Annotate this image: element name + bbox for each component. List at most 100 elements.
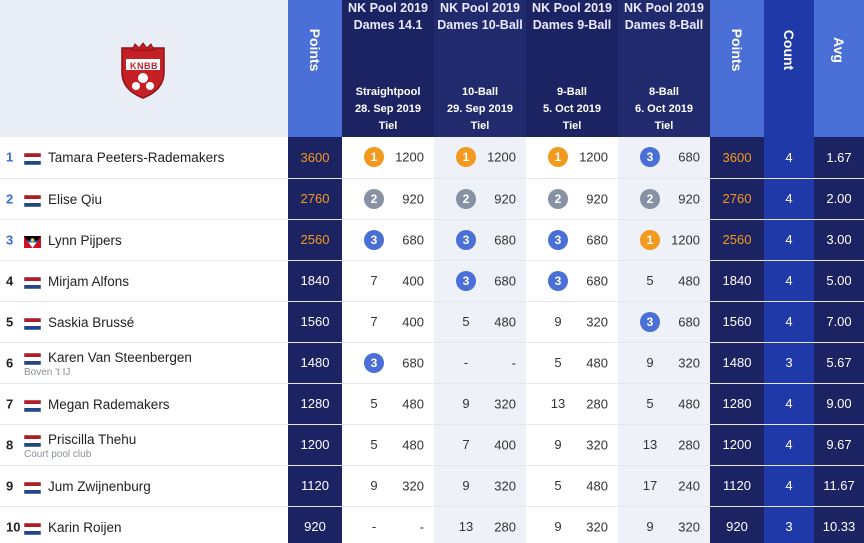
points-total-header[interactable]: Points [710, 0, 764, 137]
event-result-cell[interactable]: 1 1200 [618, 219, 710, 260]
table-row[interactable]: 1 Tamara Peeters-Rademakers 3600 1 1200 1 1200… [0, 137, 864, 178]
player-cell[interactable]: 7 Megan Rademakers [0, 383, 288, 424]
event-result-cell[interactable]: 5 480 [342, 383, 434, 424]
event-result-cell[interactable]: 9 320 [434, 383, 526, 424]
event-result-cell[interactable]: 5 480 [342, 424, 434, 465]
event-result-cell[interactable]: 5 480 [618, 383, 710, 424]
rank-number: 5 [6, 314, 14, 329]
count-cell: 4 [764, 260, 814, 301]
event-result-cell[interactable]: -- [342, 506, 434, 543]
event-result-cell[interactable]: 1 1200 [526, 137, 618, 178]
points-header[interactable]: Points [288, 0, 342, 137]
player-cell[interactable]: 10 Karin Roijen [0, 506, 288, 543]
count-header[interactable]: Count [764, 0, 814, 137]
event-points: 680 [678, 314, 700, 329]
event-result-cell[interactable]: 3 680 [526, 260, 618, 301]
event-result-cell[interactable]: 13 280 [618, 424, 710, 465]
event-result-cell[interactable]: 7 400 [342, 260, 434, 301]
ranking-body: 1 Tamara Peeters-Rademakers 3600 1 1200 1 1200… [0, 137, 864, 543]
event-result-cell[interactable]: 17 240 [618, 465, 710, 506]
player-cell[interactable]: 4 Mirjam Alfons [0, 260, 288, 301]
player-name[interactable]: Tamara Peeters-Rademakers [48, 150, 225, 165]
player-name[interactable]: Saskia Brussé [48, 314, 135, 330]
table-row[interactable]: 4 Mirjam Alfons 1840 7 400 3 680 3 680 5 480 1840 4 5… [0, 260, 864, 301]
event-date: 29. Sep 2019 [446, 103, 514, 115]
player-name[interactable]: Elise Qiu [48, 191, 103, 207]
player-cell[interactable]: 1 Tamara Peeters-Rademakers [0, 137, 288, 178]
player-name[interactable]: Priscilla Thehu [48, 431, 137, 447]
event-result-cell[interactable]: 9 320 [434, 465, 526, 506]
points-total-cell: 1560 [710, 301, 764, 342]
player-cell[interactable]: 3 Lynn Pijpers [0, 219, 288, 260]
player-name[interactable]: Karen Van Steenbergen [48, 349, 192, 365]
event-points: 480 [402, 437, 424, 452]
event-result-cell[interactable]: 3 680 [342, 219, 434, 260]
avg-header[interactable]: Avg [814, 0, 864, 137]
event-result-cell[interactable]: 3 680 [434, 260, 526, 301]
event-result-cell[interactable]: 2 920 [434, 178, 526, 219]
table-row[interactable]: 5 Saskia Brussé 1560 7 400 5 480 9 320 3 680 1560 4 7… [0, 301, 864, 342]
place-number: 13 [458, 518, 474, 534]
event-result-cell[interactable]: 9 320 [526, 506, 618, 543]
event-result-cell[interactable]: -- [434, 342, 526, 383]
points-total-cell: 1840 [710, 260, 764, 301]
event-result-cell[interactable]: 2 920 [618, 178, 710, 219]
player-name[interactable]: Jum Zwijnenburg [48, 478, 151, 494]
event-result-cell[interactable]: 9 320 [526, 424, 618, 465]
player-cell[interactable]: 2 Elise Qiu [0, 178, 288, 219]
table-row[interactable]: 10 Karin Roijen 920- -13 280 9 320 9 320 920 3 10.3… [0, 506, 864, 543]
event-header-1[interactable]: NK Pool 2019 Dames 14.1 Straightpool 28.… [342, 0, 434, 137]
event-result-cell[interactable]: 3 680 [434, 219, 526, 260]
table-row[interactable]: 3 Lynn Pijpers 2560 3 680 3 680 3 680 1 1200 2560 4 3… [0, 219, 864, 260]
event-result-cell[interactable]: 9 320 [618, 506, 710, 543]
player-name[interactable]: Mirjam Alfons [48, 273, 130, 289]
player-name[interactable]: Lynn Pijpers [48, 232, 122, 248]
event-result-cell[interactable]: 13 280 [434, 506, 526, 543]
event-details: 9-Ball 5. Oct 2019 Tiel [526, 84, 618, 135]
event-date: 5. Oct 2019 [542, 103, 602, 115]
event-header-4[interactable]: NK Pool 2019 Dames 8-Ball 8-Ball 6. Oct … [618, 0, 710, 137]
rank-number: 6 [6, 355, 14, 370]
event-result-cell[interactable]: 5 480 [526, 342, 618, 383]
table-row[interactable]: 6 Karen Van Steenbergen Boven 't IJ 1480 3 68… [0, 342, 864, 383]
event-result-cell[interactable]: 1 1200 [342, 137, 434, 178]
event-result-cell[interactable]: 3 680 [526, 219, 618, 260]
event-result-cell[interactable]: 9 320 [618, 342, 710, 383]
player-name[interactable]: Karin Roijen [48, 519, 122, 535]
event-result-cell[interactable]: 3 680 [342, 342, 434, 383]
event-details: 8-Ball 6. Oct 2019 Tiel [618, 84, 710, 135]
event-result-cell[interactable]: 13 280 [526, 383, 618, 424]
player-cell[interactable]: 5 Saskia Brussé [0, 301, 288, 342]
event-result-cell[interactable]: 3 680 [618, 137, 710, 178]
event-points: 400 [402, 314, 424, 329]
table-row[interactable]: 9 Jum Zwijnenburg 1120 9 320 9 320 5 480 17 240 112… [0, 465, 864, 506]
event-header-2[interactable]: NK Pool 2019 Dames 10-Ball 10-Ball 29. S… [434, 0, 526, 137]
event-result-cell[interactable]: 1 1200 [434, 137, 526, 178]
points-cell: 1480 [288, 342, 342, 383]
event-result-cell[interactable]: 3 680 [618, 301, 710, 342]
event-result-cell[interactable]: 5 480 [526, 465, 618, 506]
event-header-3[interactable]: NK Pool 2019 Dames 9-Ball 9-Ball 5. Oct … [526, 0, 618, 137]
player-name[interactable]: Megan Rademakers [48, 396, 170, 412]
event-result-cell[interactable]: 7 400 [434, 424, 526, 465]
event-result-cell[interactable]: 5 480 [434, 301, 526, 342]
player-cell[interactable]: 6 Karen Van Steenbergen Boven 't IJ [0, 342, 288, 383]
event-result-cell[interactable]: 7 400 [342, 301, 434, 342]
player-cell[interactable]: 8 Priscilla Thehu Court pool club [0, 424, 288, 465]
event-details: Straightpool 28. Sep 2019 Tiel [342, 84, 434, 135]
rank-number: 1 [6, 149, 14, 165]
event-result-cell[interactable]: 2 920 [342, 178, 434, 219]
event-result-cell[interactable]: 2 920 [526, 178, 618, 219]
avg-cell: 7.00 [814, 301, 864, 342]
event-points: 680 [586, 273, 608, 288]
table-row[interactable]: 7 Megan Rademakers 1280 5 480 9 320 13 280 5 480 12… [0, 383, 864, 424]
place-number: 9 [554, 518, 562, 534]
table-row[interactable]: 2 Elise Qiu 2760 2 920 2 920 2 920 2 920 2760 4 2.00 [0, 178, 864, 219]
event-result-cell[interactable]: 5 480 [618, 260, 710, 301]
event-result-cell[interactable]: 9 320 [526, 301, 618, 342]
place-badge: 2 [364, 188, 384, 209]
count-cell: 4 [764, 137, 814, 178]
player-cell[interactable]: 9 Jum Zwijnenburg [0, 465, 288, 506]
table-row[interactable]: 8 Priscilla Thehu Court pool club 1200 5 480 7… [0, 424, 864, 465]
event-result-cell[interactable]: 9 320 [342, 465, 434, 506]
